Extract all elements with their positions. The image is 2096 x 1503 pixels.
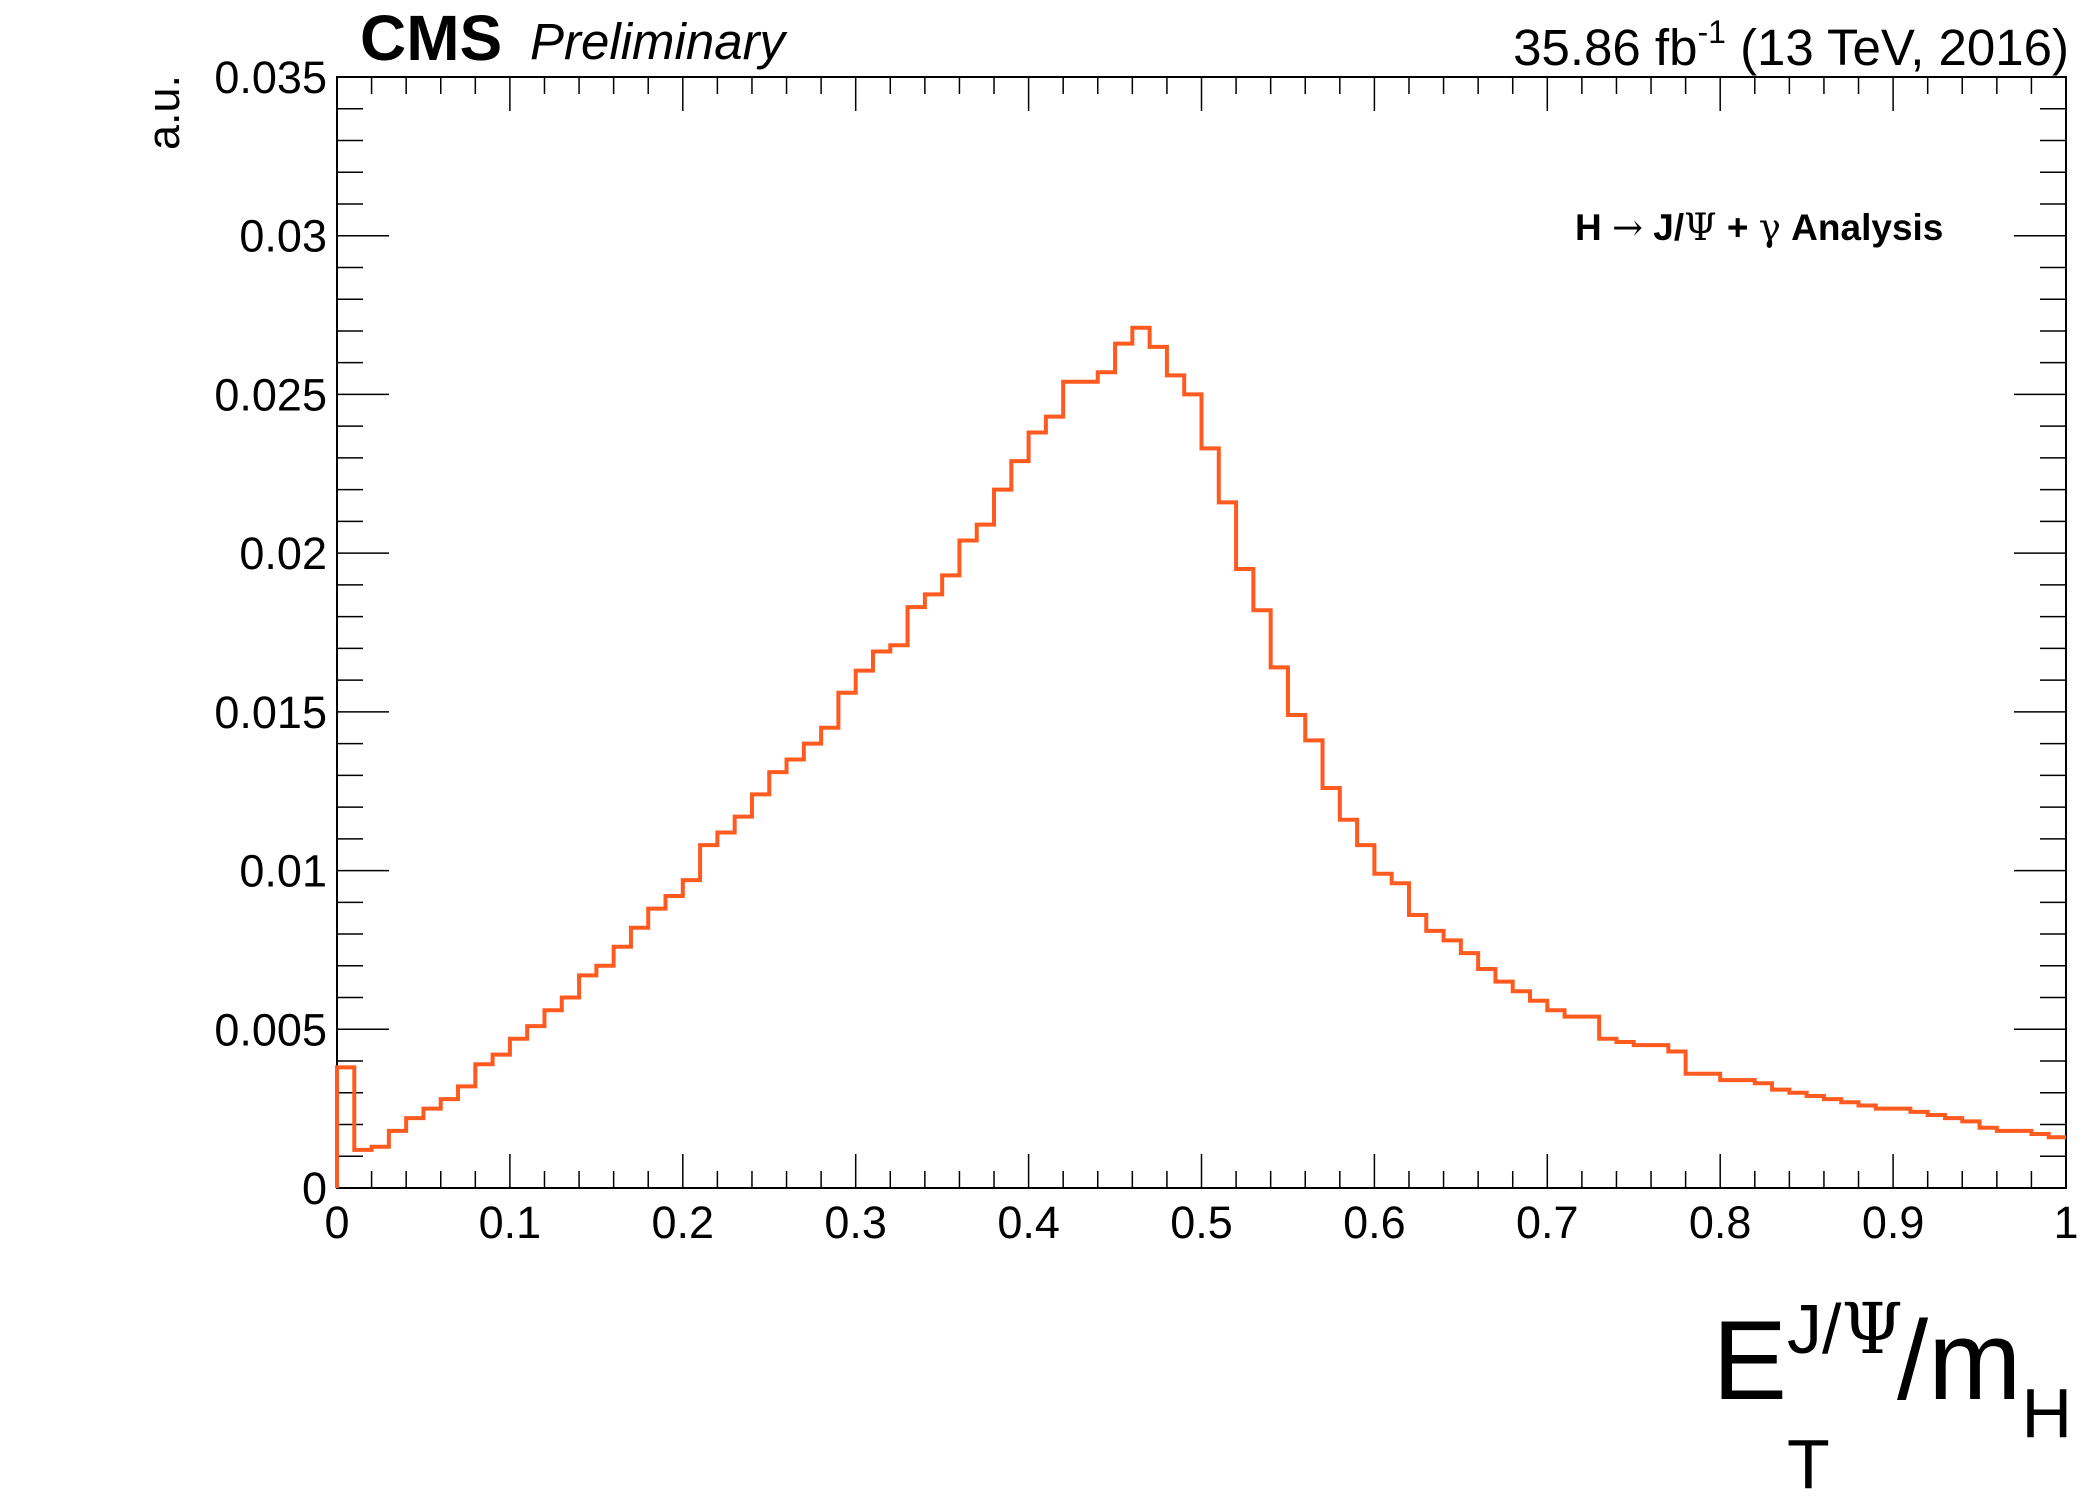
lumi-exponent: -1 <box>1697 14 1726 50</box>
annot-prefix: H <box>1575 207 1612 248</box>
xlabel-sub2: H <box>2021 1374 2072 1452</box>
arrow-symbol: → <box>1612 206 1644 249</box>
xlabel-subscript: T <box>1787 1425 1830 1503</box>
x-tick-label: 0.4 <box>997 1197 1060 1248</box>
xlabel-sup-prefix: J/ <box>1787 1290 1842 1368</box>
xlabel-superscript: J/Ψ <box>1787 1294 1903 1364</box>
axis-ticks <box>336 76 2067 1189</box>
x-tick-label: 0.5 <box>1170 1197 1233 1248</box>
analysis-annotation: H → J/Ψ + γ Analysis <box>1575 206 1943 249</box>
y-tick-label: 0.025 <box>214 369 327 420</box>
x-tick-label: 0.1 <box>479 1197 542 1248</box>
x-tick-label: 0.8 <box>1689 1197 1752 1248</box>
energy-label: (13 TeV, 2016) <box>1740 19 2069 76</box>
y-tick-label: 0.035 <box>214 52 327 103</box>
histogram-line <box>335 325 2066 1188</box>
xlabel-supsub: J/Ψ T <box>1787 1294 1903 1499</box>
xlabel-main: E <box>1712 1298 1788 1423</box>
y-axis-label: a.u. <box>138 74 189 150</box>
y-tick-label: 0.005 <box>214 1004 327 1055</box>
annot-plus: + <box>1716 207 1759 248</box>
gamma-symbol: γ <box>1758 206 1781 249</box>
psi-symbol: Ψ <box>1684 206 1717 249</box>
annot-middle: J/ <box>1643 207 1685 248</box>
y-tick-label: 0.03 <box>239 211 327 262</box>
xlabel-sup-psi: Ψ <box>1841 1288 1903 1370</box>
tick-labels: 0 0.1 0.2 0.3 0.4 0.5 0.6 0.7 0.8 0.9 1 0 0.005 0.01 0… <box>214 52 2078 1248</box>
x-tick-label: 0.3 <box>824 1197 887 1248</box>
x-axis-label: E J/Ψ T/mH <box>1712 1294 2072 1499</box>
experiment-label: CMS <box>360 2 503 74</box>
y-tick-label: 0.02 <box>239 528 327 579</box>
x-tick-label: 0.2 <box>652 1197 715 1248</box>
status-label: Preliminary <box>530 13 786 70</box>
x-tick-label: 0.9 <box>1862 1197 1925 1248</box>
x-tick-label: 0.6 <box>1343 1197 1406 1248</box>
annot-suffix: Analysis <box>1780 207 1944 248</box>
y-tick-label: 0.015 <box>214 687 327 738</box>
plot-area: 0 0.1 0.2 0.3 0.4 0.5 0.6 0.7 0.8 0.9 1 0 0.005 0.01 0… <box>214 52 2078 1248</box>
lumi-value: 35.86 fb <box>1513 19 1698 76</box>
histogram-figure: 0 0.1 0.2 0.3 0.4 0.5 0.6 0.7 0.8 0.9 1 0 0.005 0.01 0… <box>138 2 2079 1499</box>
luminosity-label: 35.86 fb-1 (13 TeV, 2016) <box>1513 16 2069 73</box>
x-tick-label: 0.7 <box>1516 1197 1579 1248</box>
xlabel-slash: /m <box>1897 1298 2022 1423</box>
x-tick-label: 0 <box>324 1197 349 1248</box>
x-tick-label: 1 <box>2053 1197 2078 1248</box>
y-tick-label: 0 <box>302 1163 327 1214</box>
y-tick-label: 0.01 <box>239 846 327 897</box>
